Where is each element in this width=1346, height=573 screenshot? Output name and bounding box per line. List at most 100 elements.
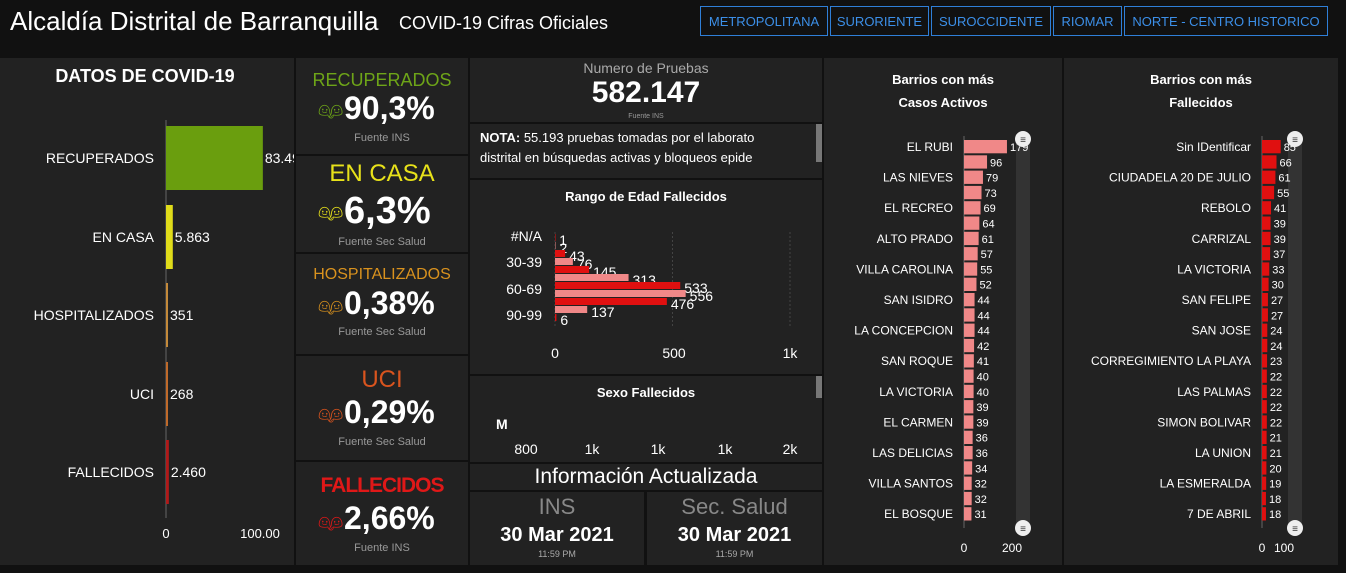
edad-bar: [555, 306, 588, 313]
activos-bar: [964, 430, 973, 444]
fallecidos-barrio-title-line1: Barrios con más: [1150, 72, 1252, 87]
activos-title-line2: Casos Activos: [898, 95, 988, 110]
activos-bar: [964, 155, 988, 169]
fallecidos-barrio-value-label: 22: [1270, 387, 1282, 399]
activos-bar: [964, 338, 975, 353]
fallecidos-barrio-value-label: 66: [1280, 157, 1292, 169]
fallecidos-barrio-category-label: SAN FELIPE: [1182, 293, 1251, 307]
activos-scroll-handle-top[interactable]: [1015, 131, 1031, 147]
activos-bar: [964, 277, 977, 291]
nota-bold: NOTA:: [480, 130, 521, 145]
nav-metropolitana-button[interactable]: METROPOLITANA: [700, 6, 828, 36]
datos-bar: [166, 126, 263, 190]
fallecidos-barrio-scroll-track: [1288, 134, 1302, 530]
activos-bar: [964, 247, 978, 261]
datos-bar: [166, 440, 169, 504]
datos-value-label: 2.460: [171, 464, 206, 480]
kpi-recuperados-source: Fuente INS: [354, 132, 410, 144]
activos-bar: [964, 140, 1007, 154]
edad-axis-tick: 500: [662, 345, 686, 361]
fallecidos-barrio-bar: [1262, 247, 1271, 261]
menu-icon: ≡: [1292, 524, 1298, 535]
fallecidos-barrio-bar: [1262, 231, 1271, 246]
kpi-column: RECUPERADOS 👫︎ 90,3% Fuente INS EN CASA …: [296, 58, 468, 565]
kpi-uci-source: Fuente Sec Salud: [338, 436, 426, 448]
menu-icon: ≡: [1020, 524, 1026, 535]
fallecidos-barrio-category-label: Sin IDentificar: [1176, 140, 1251, 154]
activos-bar: [964, 446, 973, 460]
fallecidos-barrio-bar: [1262, 201, 1272, 215]
fallecidos-barrio-scroll-handle-top[interactable]: [1287, 131, 1303, 147]
activos-bar: [964, 507, 972, 521]
sexo-axis-tick: 1k: [651, 441, 667, 457]
people-icon: 👫︎: [318, 100, 344, 122]
info-title: Información Actualizada: [534, 465, 758, 488]
activos-value-label: 55: [980, 264, 992, 276]
edad-axis-tick: 0: [551, 345, 559, 361]
kpi-en-casa-title: EN CASA: [329, 160, 435, 187]
edad-bar: [555, 282, 681, 289]
fallecidos-barrio-category-label: LA UNION: [1195, 446, 1251, 460]
activos-value-label: 42: [977, 341, 989, 353]
fallecidos-barrio-bar: [1262, 491, 1266, 506]
sexo-axis: 800 1k 1k 1k 2k: [514, 441, 798, 457]
activos-scroll-track: [1016, 134, 1030, 530]
kpi-fallecidos-source: Fuente INS: [354, 542, 410, 554]
fallecidos-barrio-bar: [1262, 308, 1268, 322]
kpi-fallecidos-value: 2,66%: [344, 500, 435, 536]
edad-bar: [555, 314, 557, 321]
sexo-scrollbar[interactable]: [816, 376, 822, 398]
edad-category-label: 30-39: [506, 254, 542, 270]
sexo-axis-tick: 800: [514, 441, 538, 457]
edad-title: Rango de Edad Fallecidos: [565, 189, 727, 204]
people-icon: 👫︎: [318, 404, 344, 426]
fallecidos-barrio-bar-chart: 8566615541393937333027272424232222222221…: [1091, 131, 1303, 555]
activos-value-label: 44: [978, 310, 990, 322]
fallecidos-barrio-scroll-handle-bottom[interactable]: [1287, 520, 1303, 536]
datos-category-label: RECUPERADOS: [46, 150, 154, 166]
nav-norte-centro-historico-button[interactable]: NORTE - CENTRO HISTORICO: [1124, 6, 1328, 36]
sexo-title: Sexo Fallecidos: [596, 385, 696, 400]
fallecidos-barrio-bar: [1262, 293, 1268, 307]
kpi-recuperados-title: RECUPERADOS: [312, 70, 452, 90]
fallecidos-barrio-value-label: 33: [1272, 264, 1284, 276]
edad-value-label: 2: [559, 240, 567, 256]
activos-bar: [964, 308, 975, 322]
fallecidos-barrio-category-label: CARRIZAL: [1192, 232, 1252, 246]
nav-suroccidente-button[interactable]: SUROCCIDENTE: [931, 6, 1051, 36]
pruebas-panel: Numero de Pruebas 582.147 Fuente INS: [470, 58, 822, 122]
fallecidos-barrio-bar: [1262, 140, 1281, 154]
edad-bar: [555, 258, 573, 265]
activos-bar: [964, 323, 975, 337]
fallecidos-barrio-bar: [1262, 476, 1267, 490]
fallecidos-barrio-value-label: 55: [1277, 188, 1289, 200]
datos-covid-panel: DATOS DE COVID-19 RECUPERADOS 83.49 EN CAS…: [0, 58, 294, 565]
activos-category-label: LAS NIEVES: [883, 171, 953, 185]
fallecidos-barrio-bar: [1262, 507, 1266, 521]
pruebas-value: 582.147: [591, 76, 701, 109]
nota-scrollbar[interactable]: [816, 124, 822, 162]
activos-value-label: 39: [976, 417, 988, 429]
fallecidos-barrio-bar: [1262, 461, 1267, 475]
activos-bar: [964, 170, 983, 184]
info-ins-date: 30 Mar 2021: [500, 524, 614, 546]
fallecidos-barrio-value-label: 30: [1272, 280, 1284, 292]
activos-value-label: 44: [978, 295, 990, 307]
activos-bar: [964, 415, 974, 429]
activos-category-label: EL RUBI: [907, 140, 953, 154]
fallecidos-barrio-bar: [1262, 216, 1271, 230]
fallecidos-barrio-value-label: 24: [1270, 326, 1282, 338]
info-panel: Información Actualizada: [470, 464, 822, 490]
activos-value-label: 79: [986, 173, 998, 185]
page-subtitle: COVID-19 Cifras Oficiales: [399, 13, 609, 33]
datos-value-label: 5.863: [175, 229, 210, 245]
fallecidos-barrio-value-label: 23: [1270, 356, 1282, 368]
fallecidos-barrio-category-label: CORREGIMIENTO LA PLAYA: [1091, 354, 1251, 368]
activos-value-label: 64: [982, 219, 994, 231]
nav-riomar-button[interactable]: RIOMAR: [1053, 6, 1122, 36]
activos-value-label: 52: [979, 280, 991, 292]
nav-suroriente-button[interactable]: SURORIENTE: [830, 6, 929, 36]
activos-scroll-handle-bottom[interactable]: [1015, 520, 1031, 536]
fallecidos-barrio-value-label: 21: [1270, 433, 1282, 445]
edad-value-label: 1: [559, 232, 567, 248]
